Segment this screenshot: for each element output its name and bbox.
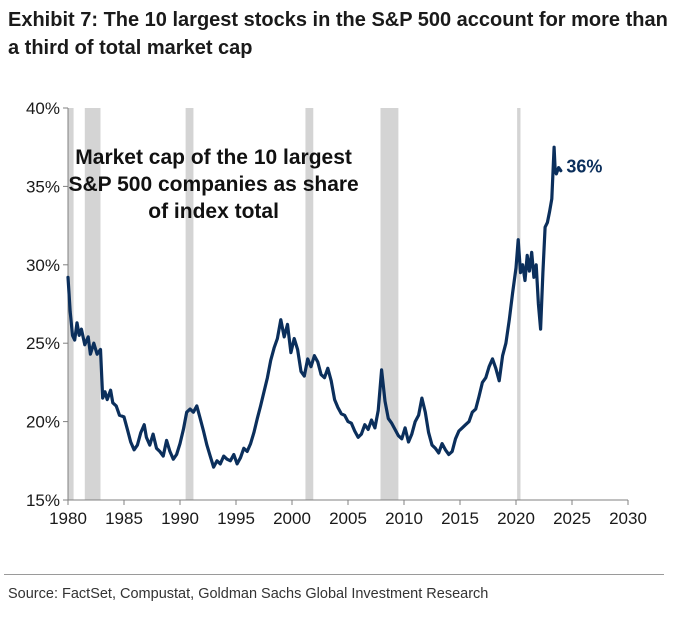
x-tick-label: 1995: [217, 509, 255, 528]
series-layer: [66, 145, 563, 469]
inset-label-line: of index total: [148, 200, 279, 223]
x-tick-label: 2010: [385, 509, 423, 528]
y-tick-label: 20%: [26, 413, 60, 432]
y-tick-label: 15%: [26, 491, 60, 510]
recession-band-1: [84, 108, 101, 500]
series-line-0: [66, 145, 563, 469]
source-note: Source: FactSet, Compustat, Goldman Sach…: [8, 586, 489, 602]
x-tick-label: 2015: [441, 509, 479, 528]
y-tick-label: 40%: [26, 99, 60, 118]
recession-band-3: [305, 108, 314, 500]
chart-title: Exhibit 7: The 10 largest stocks in the …: [8, 9, 668, 59]
y-tick-labels: 15% 20% 25% 30% 35% 40%: [26, 99, 68, 510]
x-tick-label: 2030: [609, 509, 647, 528]
inset-label-line: S&P 500 companies as share: [68, 173, 358, 196]
source-divider: [4, 574, 664, 575]
y-tick-label: 30%: [26, 256, 60, 275]
line-chart: 15% 20% 25% 30% 35% 40% 1980 1985 1990 1995 2000 2…: [26, 99, 647, 528]
x-tick-label: 1980: [49, 509, 87, 528]
recession-band-4: [380, 108, 399, 500]
y-tick-label: 25%: [26, 334, 60, 353]
x-tick-label: 1990: [161, 509, 199, 528]
x-tick-label: 2025: [553, 509, 591, 528]
x-tick-labels: 1980 1985 1990 1995 2000 2005 2010 2015 2020 2025…: [49, 500, 647, 528]
end-value-label: 36%: [566, 157, 602, 177]
inset-label-line: Market cap of the 10 largest: [75, 146, 352, 169]
recession-band-5: [517, 108, 521, 500]
y-tick-label: 35%: [26, 177, 60, 196]
x-tick-label: 2005: [329, 509, 367, 528]
x-tick-label: 1985: [105, 509, 143, 528]
x-tick-label: 2000: [273, 509, 311, 528]
recession-band-2: [185, 108, 194, 500]
inset-label: Market cap of the 10 largest S&P 500 comp…: [68, 146, 358, 223]
x-tick-label: 2020: [497, 509, 535, 528]
